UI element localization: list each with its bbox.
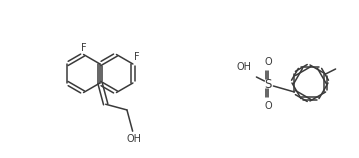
Text: F: F [81,43,87,53]
Text: OH: OH [237,62,251,72]
Text: O: O [265,57,272,67]
Text: O: O [265,101,272,111]
Text: S: S [265,78,272,91]
Text: F: F [134,52,140,63]
Text: OH: OH [126,134,141,144]
